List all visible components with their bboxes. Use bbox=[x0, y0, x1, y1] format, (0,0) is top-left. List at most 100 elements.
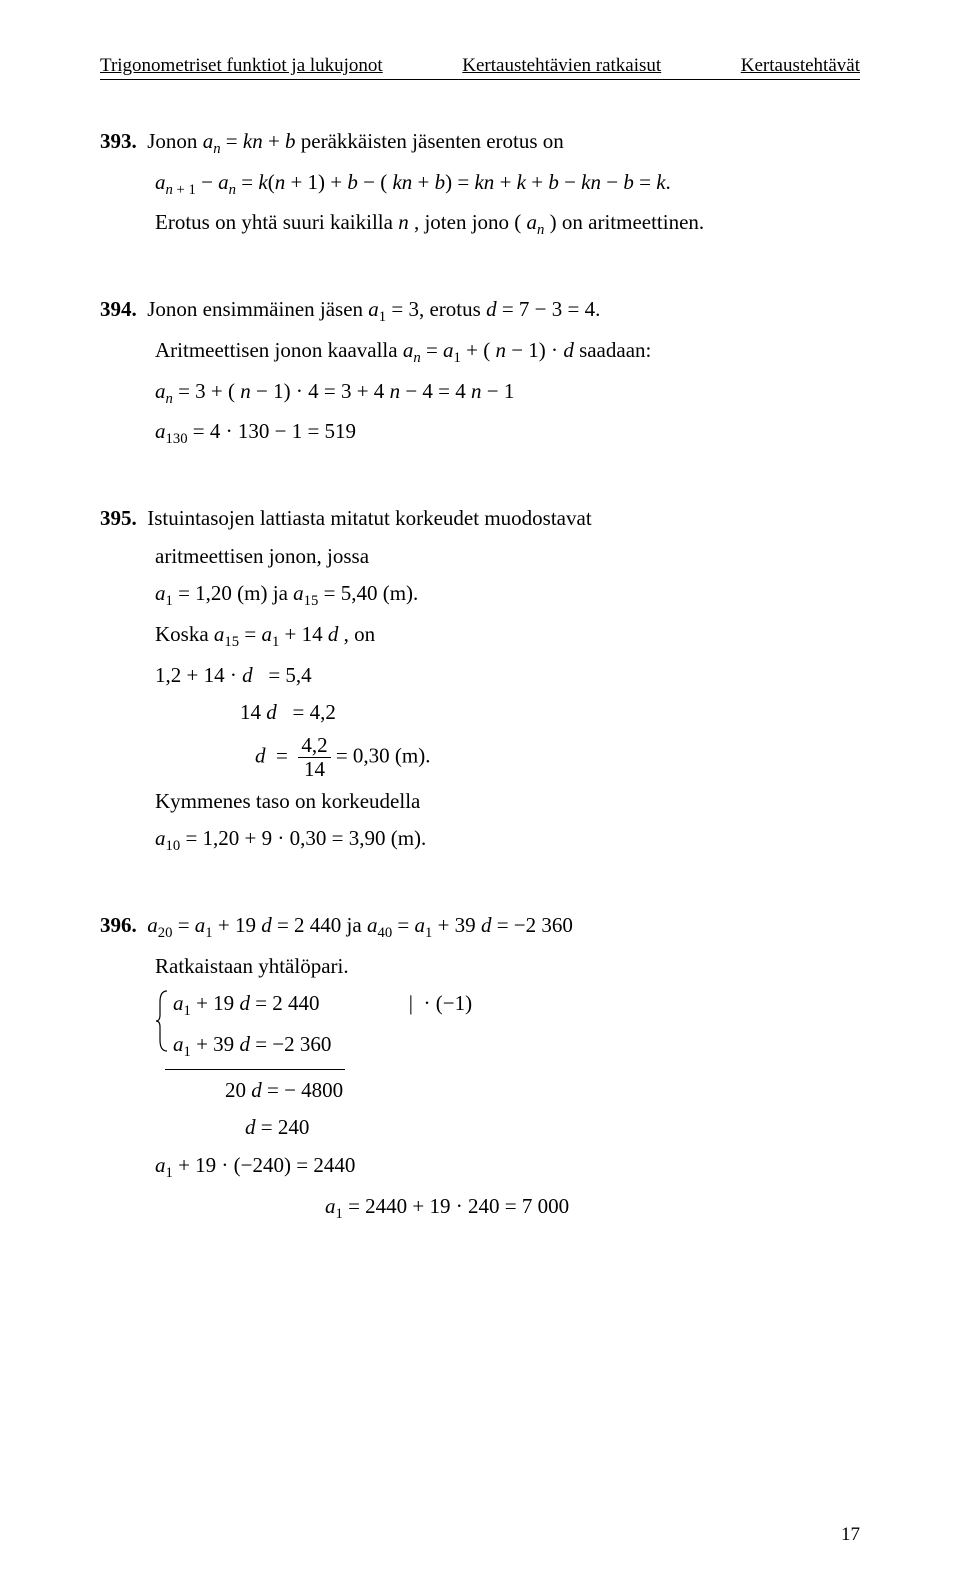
text-span: Jonon ensimmäinen jäsen bbox=[147, 297, 368, 321]
text-span: , joten jono ( bbox=[414, 210, 521, 234]
math-var: a bbox=[155, 826, 166, 850]
math-var: a bbox=[368, 297, 379, 321]
fraction: 4,2 14 bbox=[298, 734, 330, 781]
math-var: kn bbox=[392, 170, 412, 194]
math-span: = bbox=[226, 129, 243, 153]
text-span: + 19 bbox=[218, 913, 256, 937]
header-right: Kertaustehtävät bbox=[741, 55, 860, 77]
problem-number: 395. bbox=[100, 502, 142, 536]
math-span: = bbox=[241, 170, 258, 194]
math-var: d bbox=[266, 700, 277, 724]
math-sub: 1 bbox=[379, 309, 386, 325]
math-var: d bbox=[251, 1078, 262, 1102]
math-var: a bbox=[293, 581, 304, 605]
math-sub: 1 bbox=[205, 925, 212, 941]
math-span: = 4,2 bbox=[293, 700, 336, 724]
text-span: = 0,30 (m). bbox=[336, 743, 431, 767]
math-span: − ( bbox=[358, 170, 387, 194]
math-var: n bbox=[275, 170, 286, 194]
fraction-denominator: 14 bbox=[298, 758, 330, 781]
math-sub: 1 bbox=[454, 350, 461, 366]
text-span: = 3, erotus bbox=[391, 297, 486, 321]
math-var: kn bbox=[243, 129, 263, 153]
math-span: ( bbox=[268, 170, 275, 194]
math-sub: 1 bbox=[336, 1206, 343, 1222]
math-var: a bbox=[173, 991, 184, 1015]
text-span: + 14 bbox=[285, 622, 323, 646]
math-var: an bbox=[218, 170, 236, 194]
math-span: = 240 bbox=[261, 1115, 310, 1139]
math-span: = 2440 + 19 · 240 = 7 000 bbox=[348, 1194, 569, 1218]
math-sub: 1 bbox=[425, 925, 432, 941]
math-sub: 1 bbox=[166, 593, 173, 609]
math-span: = bbox=[244, 622, 261, 646]
math-sub: 1 bbox=[166, 1165, 173, 1181]
equation-system: a1 + 19 d = 2 440 | · (−1) a1 + 39 d = −… bbox=[155, 987, 860, 1064]
math-span: − bbox=[601, 170, 623, 194]
text-span: Istuintasojen lattiasta mitatut korkeude… bbox=[147, 506, 591, 530]
math-span: 1,2 + 14 · bbox=[155, 663, 242, 687]
math-var: an bbox=[155, 170, 173, 194]
math-sub: 1 bbox=[184, 1004, 191, 1020]
math-sub: 1 bbox=[272, 634, 279, 650]
text-span: = 1,20 + 9 · 0,30 = 3,90 (m). bbox=[185, 826, 426, 850]
math-var: k bbox=[517, 170, 526, 194]
math-var: an bbox=[403, 338, 421, 362]
math-var: an bbox=[203, 129, 221, 153]
math-span: − 1) · 4 = 3 + 4 bbox=[256, 379, 384, 403]
math-var: d bbox=[261, 913, 272, 937]
math-sub: 130 bbox=[166, 431, 188, 447]
math-var: b bbox=[548, 170, 559, 194]
math-var: a bbox=[325, 1194, 336, 1218]
math-var: k bbox=[656, 170, 665, 194]
text-span: + 19 bbox=[196, 991, 234, 1015]
math-var: n bbox=[390, 379, 401, 403]
left-brace-icon bbox=[155, 990, 169, 1052]
math-sub: 15 bbox=[224, 634, 239, 650]
text-span: , on bbox=[344, 622, 376, 646]
text-span: Aritmeettisen jonon kaavalla bbox=[155, 338, 403, 362]
math-var: a bbox=[195, 913, 206, 937]
math-var: a bbox=[155, 1153, 166, 1177]
text-line: Ratkaistaan yhtälöpari. bbox=[155, 950, 860, 984]
math-var: b bbox=[435, 170, 446, 194]
text-span: + ( bbox=[466, 338, 490, 362]
math-var: b bbox=[347, 170, 358, 194]
math-span: + bbox=[412, 170, 434, 194]
math-span: − 1 bbox=[487, 379, 515, 403]
math-var: b bbox=[285, 129, 296, 153]
problem-number: 396. bbox=[100, 909, 142, 943]
math-var: d bbox=[563, 338, 574, 362]
math-var: a bbox=[155, 419, 166, 443]
problem-number: 393. bbox=[100, 125, 142, 159]
text-line: Kymmenes taso on korkeudella bbox=[155, 785, 860, 819]
problem-number: 394. bbox=[100, 293, 142, 327]
math-var: an bbox=[155, 379, 173, 403]
math-var: a bbox=[173, 1032, 184, 1056]
text-span: peräkkäisten jäsenten erotus on bbox=[301, 129, 564, 153]
math-var: an bbox=[527, 210, 545, 234]
separator: | bbox=[325, 991, 418, 1015]
math-var: d bbox=[255, 743, 266, 767]
text-span: = −2 360 bbox=[497, 913, 573, 937]
text-span: saadaan: bbox=[579, 338, 651, 362]
text-span: + 39 bbox=[196, 1032, 234, 1056]
math-var: a bbox=[214, 622, 225, 646]
problem-396: 396. a20 = a1 + 19 d = 2 440 ja a40 = a1… bbox=[100, 909, 860, 1226]
math-span: − 4 = 4 bbox=[405, 379, 465, 403]
math-span: 14 bbox=[240, 700, 261, 724]
text-span: = 2 440 ja bbox=[277, 913, 367, 937]
math-span: = 5,4 bbox=[268, 663, 311, 687]
math-var: d bbox=[245, 1115, 256, 1139]
math-span: 20 bbox=[225, 1078, 246, 1102]
text-span: · (−1) bbox=[424, 991, 473, 1015]
text-span: + 39 bbox=[438, 913, 476, 937]
math-span: = bbox=[178, 913, 195, 937]
math-var: n bbox=[398, 210, 409, 234]
math-span: + bbox=[526, 170, 548, 194]
page-header: Trigonometriset funktiot ja lukujonot Ke… bbox=[100, 55, 860, 80]
math-var: d bbox=[239, 991, 250, 1015]
math-span: − bbox=[201, 170, 218, 194]
math-span: + 1) + bbox=[285, 170, 347, 194]
math-span: + 19 · (−240) = 2440 bbox=[178, 1153, 355, 1177]
